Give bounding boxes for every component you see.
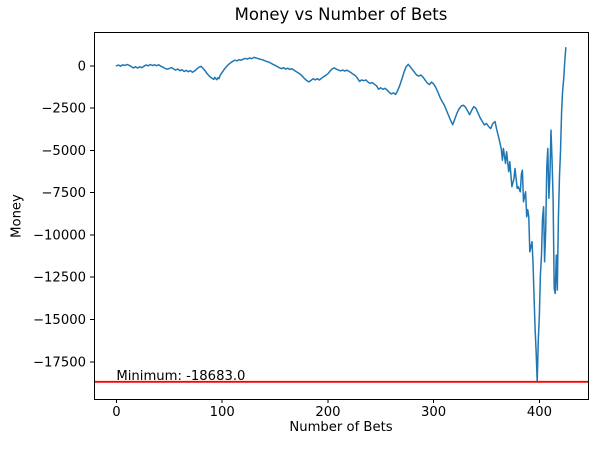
y-tick-label: −15000 — [33, 313, 86, 328]
x-tick-label: 400 — [527, 405, 552, 420]
y-tick-label: −12500 — [33, 271, 86, 286]
x-axis-label: Number of Bets — [289, 420, 393, 435]
chart-title: Money vs Number of Bets — [234, 5, 448, 24]
x-tick-label: 200 — [315, 405, 340, 420]
plot-border — [94, 32, 589, 400]
y-tick-label: −17500 — [33, 355, 86, 370]
y-tick-label: −5000 — [41, 144, 86, 159]
y-tick-label: −2500 — [41, 102, 86, 117]
y-tick-label: −7500 — [41, 186, 86, 201]
x-tick-label: 0 — [112, 405, 120, 420]
x-tick-label: 100 — [210, 405, 235, 420]
x-tick-label: 300 — [421, 405, 446, 420]
minimum-annotation: Minimum: -18683.0 — [116, 369, 245, 384]
y-tick-label: 0 — [78, 59, 86, 74]
money-line — [115, 47, 567, 383]
y-tick-label: −10000 — [33, 228, 86, 243]
